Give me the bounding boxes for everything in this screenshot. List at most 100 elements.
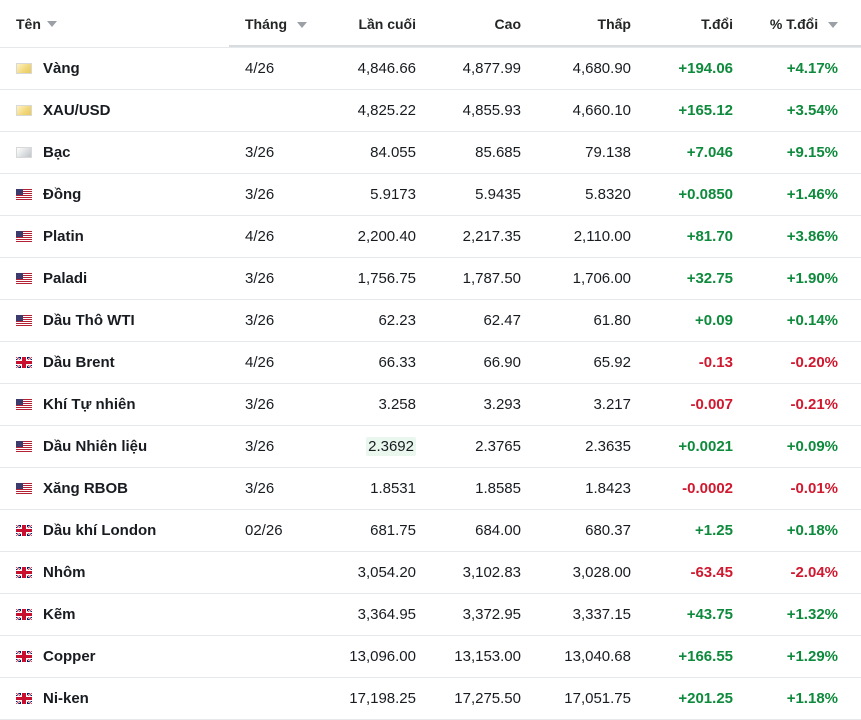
change-pct-cell: +0.14% [786, 312, 838, 329]
instrument-name-cell[interactable]: Kẽm [0, 606, 229, 623]
change-cell: +0.0021 [678, 438, 733, 455]
column-header-low[interactable]: Thấp [521, 16, 631, 32]
instrument-name-cell[interactable]: Vàng [0, 60, 229, 77]
instrument-name-cell[interactable]: Bạc [0, 144, 229, 161]
last-price-cell: 3,364.95 [310, 606, 416, 623]
sort-caret-icon[interactable] [296, 21, 307, 28]
column-header-high[interactable]: Cao [416, 16, 521, 32]
instrument-name-link[interactable]: Paladi [43, 270, 88, 287]
us-flag-icon [16, 483, 32, 494]
low-cell: 680.37 [585, 522, 631, 539]
change-pct-cell: +3.86% [786, 228, 838, 245]
gold-icon [16, 63, 32, 74]
month-cell: 4/26 [245, 228, 275, 245]
column-header-last[interactable]: Lần cuối [310, 16, 416, 32]
high-cell: 85.685 [475, 144, 521, 161]
instrument-name-link[interactable]: Nhôm [43, 564, 86, 581]
change-pct-cell: -0.01% [790, 480, 838, 497]
month-cell: 3/26 [245, 480, 275, 497]
us-flag-icon [16, 441, 32, 452]
last-price-value: 62.23 [378, 312, 416, 329]
high-cell: 3,372.95 [462, 606, 521, 623]
change-pct-cell: -0.21% [790, 396, 838, 413]
last-price-cell: 3.258 [310, 396, 416, 413]
instrument-name-link[interactable]: Dầu Brent [43, 354, 115, 371]
instrument-name-link[interactable]: Platin [43, 228, 84, 245]
change-pct-cell: +1.18% [786, 690, 838, 707]
table-header-row: Tên Tháng Lần cuối Cao Thấp T.đổi % T.đổ… [0, 0, 861, 48]
instrument-name-cell[interactable]: Dầu Thô WTI [0, 312, 229, 329]
low-cell: 1.8423 [585, 480, 631, 497]
column-header-name-label: Tên [16, 15, 41, 32]
instrument-name-link[interactable]: Dầu Thô WTI [43, 312, 135, 329]
table-row[interactable]: Kẽm 3,364.95 3,372.95 3,337.15 +43.75 +1.32% [0, 594, 861, 636]
instrument-name-cell[interactable]: Đồng [0, 186, 229, 203]
low-cell: 2,110.00 [573, 228, 631, 245]
high-cell: 2,217.35 [462, 228, 521, 245]
low-cell: 61.80 [593, 312, 631, 329]
table-row[interactable]: Khí Tự nhiên 3/26 3.258 3.293 3.217 -0.007 -0.… [0, 384, 861, 426]
table-row[interactable]: Ni-ken 17,198.25 17,275.50 17,051.75 +201.25… [0, 678, 861, 720]
instrument-name-link[interactable]: Vàng [43, 60, 80, 77]
us-flag-icon [16, 273, 32, 284]
last-price-cell: 66.33 [310, 354, 416, 371]
instrument-name-cell[interactable]: Dầu Nhiên liệu [0, 438, 229, 455]
last-price-cell: 5.9173 [310, 186, 416, 203]
instrument-name-link[interactable]: Copper [43, 648, 96, 665]
column-header-change-pct[interactable]: % T.đổi [733, 16, 838, 32]
last-price-cell: 13,096.00 [310, 648, 416, 665]
last-price-value: 3,364.95 [357, 606, 416, 623]
low-cell: 17,051.75 [564, 690, 631, 707]
high-cell: 1.8585 [475, 480, 521, 497]
instrument-name-cell[interactable]: Xăng RBOB [0, 480, 229, 497]
table-row[interactable]: Platin 4/26 2,200.40 2,217.35 2,110.00 +81.70… [0, 216, 861, 258]
instrument-name-cell[interactable]: Dầu khí London [0, 522, 229, 539]
sort-caret-icon[interactable] [46, 20, 57, 27]
table-row[interactable]: Copper 13,096.00 13,153.00 13,040.68 +166.55… [0, 636, 861, 678]
instrument-name-cell[interactable]: Khí Tự nhiên [0, 396, 229, 413]
instrument-name-link[interactable]: Đồng [43, 186, 82, 203]
instrument-name-cell[interactable]: Nhôm [0, 564, 229, 581]
instrument-name-link[interactable]: XAU/USD [43, 102, 111, 119]
table-row[interactable]: Paladi 3/26 1,756.75 1,787.50 1,706.00 +32.75… [0, 258, 861, 300]
change-cell: -0.0002 [682, 480, 733, 497]
table-row[interactable]: Đồng 3/26 5.9173 5.9435 5.8320 +0.0850 +1.46% [0, 174, 861, 216]
column-header-name[interactable]: Tên [0, 16, 229, 32]
last-price-value: 17,198.25 [349, 690, 416, 707]
last-price-value: 66.33 [378, 354, 416, 371]
instrument-name-link[interactable]: Ni-ken [43, 690, 89, 707]
instrument-name-cell[interactable]: Dầu Brent [0, 354, 229, 371]
month-cell: 3/26 [245, 270, 275, 287]
instrument-name-cell[interactable]: Copper [0, 648, 229, 665]
table-row[interactable]: Dầu khí London 02/26 681.75 684.00 680.37 +1.… [0, 510, 861, 552]
instrument-name-link[interactable]: Dầu khí London [43, 522, 157, 539]
table-row[interactable]: Xăng RBOB 3/26 1.8531 1.8585 1.8423 -0.0002 -0… [0, 468, 861, 510]
instrument-name-link[interactable]: Xăng RBOB [43, 480, 129, 497]
instrument-name-cell[interactable]: Platin [0, 228, 229, 245]
table-row[interactable]: Dầu Thô WTI 3/26 62.23 62.47 61.80 +0.09 +0.14… [0, 300, 861, 342]
instrument-name-link[interactable]: Khí Tự nhiên [43, 396, 136, 413]
instrument-name-cell[interactable]: XAU/USD [0, 102, 229, 119]
column-header-month[interactable]: Tháng [229, 16, 310, 32]
instrument-name-link[interactable]: Bạc [43, 144, 71, 161]
uk-flag-icon [16, 567, 32, 578]
table-row[interactable]: Nhôm 3,054.20 3,102.83 3,028.00 -63.45 -2.04% [0, 552, 861, 594]
table-row[interactable]: Bạc 3/26 84.055 85.685 79.138 +7.046 +9.15% [0, 132, 861, 174]
month-cell: 4/26 [245, 60, 275, 77]
instrument-name-cell[interactable]: Paladi [0, 270, 229, 287]
table-row[interactable]: XAU/USD 4,825.22 4,855.93 4,660.10 +165.12 +3… [0, 90, 861, 132]
last-price-value: 4,825.22 [357, 102, 416, 119]
sort-caret-icon[interactable] [828, 21, 838, 28]
table-row[interactable]: Dầu Brent 4/26 66.33 66.90 65.92 -0.13 -0.20% [0, 342, 861, 384]
instrument-name-cell[interactable]: Ni-ken [0, 690, 229, 707]
last-price-value: 3,054.20 [357, 564, 416, 581]
table-row[interactable]: Dầu Nhiên liệu 3/26 2.3692 2.3765 2.3635 +0.0… [0, 426, 861, 468]
column-header-change-label: T.đổi [701, 15, 733, 32]
column-header-change[interactable]: T.đổi [631, 16, 733, 32]
table-row[interactable]: Vàng 4/26 4,846.66 4,877.99 4,680.90 +194.06 +… [0, 48, 861, 90]
last-price-cell: 2,200.40 [310, 228, 416, 245]
change-cell: +81.70 [686, 228, 733, 245]
instrument-name-link[interactable]: Dầu Nhiên liệu [43, 438, 148, 455]
last-price-cell: 1.8531 [310, 480, 416, 497]
instrument-name-link[interactable]: Kẽm [43, 606, 76, 623]
